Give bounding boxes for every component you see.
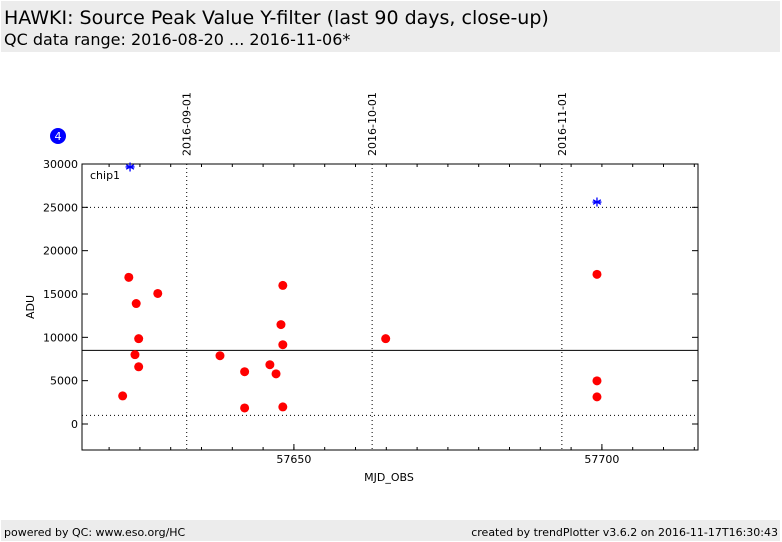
- point: [240, 367, 250, 377]
- point: [134, 362, 144, 372]
- point: [381, 334, 391, 344]
- footer-band: [1, 520, 780, 541]
- point: [153, 288, 163, 298]
- badge-label: 4: [55, 130, 62, 143]
- point: [276, 320, 286, 330]
- footer-right: created by trendPlotter v3.6.2 on 2016-1…: [471, 526, 778, 539]
- header-band: [1, 1, 780, 52]
- point: [278, 402, 288, 412]
- y-tick-label: 30000: [43, 158, 78, 171]
- chart-subtitle: QC data range: 2016-08-20 ... 2016-11-06…: [4, 30, 350, 49]
- point: [278, 280, 288, 290]
- x-axis-label: MJD_OBS: [364, 471, 414, 484]
- panel-label: chip1: [90, 169, 120, 182]
- y-tick-label: 5000: [50, 375, 78, 388]
- badge: [50, 128, 66, 144]
- point: [592, 392, 602, 402]
- y-tick-label: 0: [71, 418, 78, 431]
- date-label: 2016-10-01: [366, 92, 379, 156]
- y-tick-label: 15000: [43, 288, 78, 301]
- date-label: 2016-11-01: [556, 92, 569, 156]
- point: [278, 340, 288, 350]
- point: [271, 369, 281, 379]
- star-point: [125, 162, 135, 172]
- y-tick-label: 10000: [43, 331, 78, 344]
- y-axis-label: ADU: [24, 295, 37, 319]
- point: [215, 351, 225, 361]
- y-tick-label: 20000: [43, 245, 78, 258]
- footer-left: powered by QC: www.eso.org/HC: [4, 526, 186, 539]
- point: [134, 334, 144, 344]
- point: [124, 272, 134, 282]
- star-point: [592, 197, 602, 207]
- y-tick-label: 25000: [43, 201, 78, 214]
- point: [131, 299, 141, 309]
- point: [592, 269, 602, 279]
- point: [265, 360, 275, 370]
- point: [130, 350, 140, 360]
- plot-frame: [81, 163, 699, 451]
- date-label: 2016-09-01: [181, 92, 194, 156]
- point: [118, 391, 128, 401]
- point: [240, 403, 250, 413]
- x-tick-label: 57650: [276, 453, 311, 466]
- point: [592, 376, 602, 386]
- x-tick-label: 57700: [584, 453, 619, 466]
- chart-title: HAWKI: Source Peak Value Y-filter (last …: [4, 7, 549, 29]
